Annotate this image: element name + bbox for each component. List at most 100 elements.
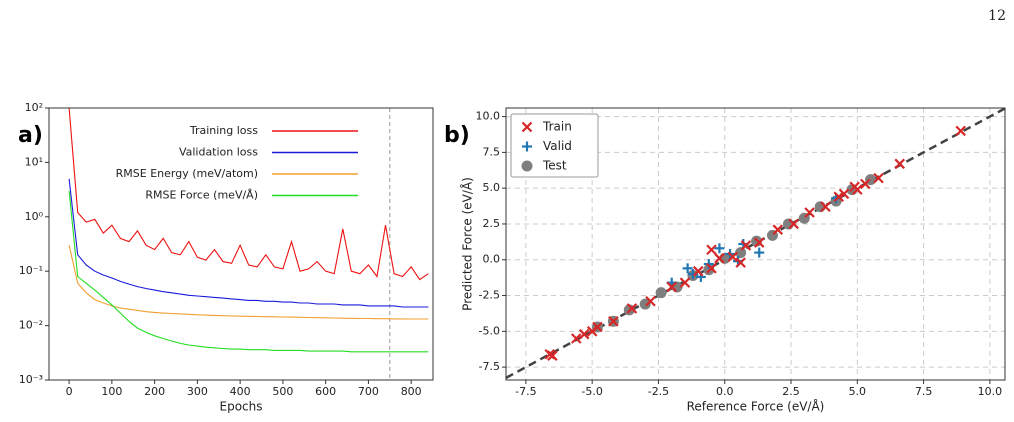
point-dot bbox=[735, 247, 747, 259]
point bbox=[639, 298, 651, 310]
legend-label: RMSE Energy (meV/atom) bbox=[116, 167, 258, 180]
point-stroke bbox=[772, 224, 784, 235]
point bbox=[754, 247, 765, 258]
legend-label: Train bbox=[542, 120, 572, 134]
point-stroke bbox=[706, 244, 717, 256]
x-tick-label: 500 bbox=[272, 385, 293, 398]
point bbox=[873, 172, 884, 184]
point bbox=[788, 218, 799, 230]
legend-label: Test bbox=[542, 159, 567, 173]
point bbox=[735, 247, 747, 259]
point bbox=[570, 333, 582, 344]
x-tick-label: 600 bbox=[315, 385, 336, 398]
point bbox=[838, 188, 850, 200]
y-tick-label: 5.0 bbox=[483, 181, 501, 194]
x-tick-label: -7.5 bbox=[515, 385, 536, 398]
legend-label: Validation loss bbox=[179, 146, 258, 159]
x-tick-label: 0 bbox=[66, 385, 73, 398]
x-tick-label: -5.0 bbox=[581, 385, 602, 398]
point-dot bbox=[639, 298, 651, 310]
point bbox=[578, 328, 590, 340]
panel-label: b) bbox=[444, 123, 470, 148]
point bbox=[894, 158, 906, 170]
point-stroke bbox=[608, 316, 619, 327]
panel-label: a) bbox=[18, 123, 43, 148]
point bbox=[714, 253, 725, 264]
point-stroke bbox=[859, 178, 871, 190]
point bbox=[833, 191, 845, 203]
point bbox=[692, 265, 704, 277]
series-line bbox=[68, 190, 429, 353]
point-stroke bbox=[894, 158, 906, 170]
point bbox=[626, 303, 638, 314]
point bbox=[804, 207, 815, 218]
point-stroke bbox=[692, 265, 704, 277]
point-stroke bbox=[666, 281, 677, 293]
x-tick-label: 100 bbox=[101, 385, 122, 398]
y-tick-label: 10⁻² bbox=[19, 319, 43, 332]
legend-label: Training loss bbox=[189, 124, 258, 137]
x-axis-label: Epochs bbox=[220, 400, 263, 414]
y-tick-label: -5.0 bbox=[479, 324, 500, 337]
point bbox=[727, 251, 738, 263]
point-stroke bbox=[852, 184, 863, 195]
y-tick-label: -2.5 bbox=[479, 289, 500, 302]
y-tick-label: 0.0 bbox=[483, 253, 501, 266]
y-axis-label: Predicted Force (eV/Å) bbox=[460, 177, 475, 311]
point-dot bbox=[655, 287, 667, 299]
point bbox=[703, 259, 714, 270]
point-stroke bbox=[626, 303, 638, 314]
point-stroke bbox=[735, 257, 746, 268]
point-stroke bbox=[804, 207, 815, 218]
point-stroke bbox=[521, 121, 533, 133]
x-axis-label: Reference Force (eV/Å) bbox=[687, 399, 825, 414]
x-tick-label: 0.0 bbox=[716, 385, 734, 398]
point bbox=[666, 281, 677, 293]
legend-marker-shape bbox=[521, 121, 533, 133]
point-stroke bbox=[833, 191, 845, 203]
y-tick-label: 7.5 bbox=[483, 145, 501, 158]
point-stroke bbox=[547, 350, 558, 361]
point-stroke bbox=[679, 277, 691, 288]
x-tick-label: 700 bbox=[358, 385, 379, 398]
point-stroke bbox=[570, 333, 582, 344]
point bbox=[608, 316, 619, 327]
x-tick-label: 2.5 bbox=[782, 385, 800, 398]
y-tick-label: 10⁻³ bbox=[19, 373, 43, 386]
point bbox=[753, 237, 765, 248]
plot-area bbox=[506, 108, 1005, 379]
y-tick-label: 2.5 bbox=[483, 217, 501, 230]
point bbox=[859, 178, 871, 190]
point-stroke bbox=[740, 240, 752, 251]
x-tick-label: 7.5 bbox=[915, 385, 933, 398]
y-tick-label: 10⁻¹ bbox=[19, 264, 43, 277]
series-line bbox=[68, 178, 429, 308]
x-tick-label: 10.0 bbox=[978, 385, 1003, 398]
plot-frame bbox=[505, 107, 1006, 381]
point-stroke bbox=[727, 251, 738, 263]
point bbox=[706, 263, 717, 274]
plot-area bbox=[68, 108, 429, 380]
y-tick-label: 10² bbox=[25, 101, 43, 114]
point-stroke bbox=[645, 295, 656, 307]
plot-frame bbox=[48, 107, 434, 381]
point bbox=[547, 350, 558, 361]
point-stroke bbox=[838, 188, 850, 200]
series-line bbox=[68, 245, 429, 320]
x-tick-label: 5.0 bbox=[849, 385, 867, 398]
y-tick-label: -7.5 bbox=[479, 360, 500, 373]
legend-marker bbox=[522, 141, 532, 152]
legend-marker bbox=[521, 121, 533, 133]
y-tick-label: 10⁰ bbox=[25, 210, 44, 223]
point bbox=[852, 184, 863, 195]
y-tick-label: 10¹ bbox=[25, 155, 43, 168]
point bbox=[655, 287, 667, 299]
point-stroke bbox=[753, 237, 765, 248]
y-tick-label: 10.0 bbox=[476, 110, 501, 123]
point bbox=[714, 243, 725, 254]
point bbox=[955, 125, 966, 137]
point bbox=[740, 240, 752, 251]
point bbox=[735, 257, 746, 268]
point-stroke bbox=[592, 321, 603, 333]
